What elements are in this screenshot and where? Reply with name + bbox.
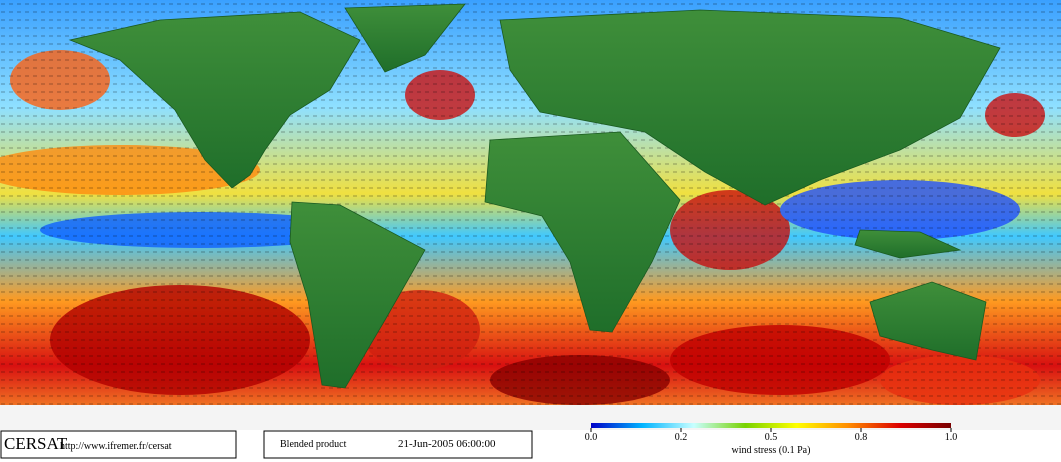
colorbar-label: wind stress (0.1 Pa)	[732, 445, 811, 456]
north-america	[68, 11, 361, 189]
colorbar-tick-label: 1.0	[945, 432, 958, 443]
continents	[68, 3, 1001, 389]
africa	[484, 131, 681, 333]
colorbar-tick-label: 0.2	[675, 432, 688, 443]
product-box	[263, 430, 533, 459]
url: http://www.ifremer.fr/cersat	[60, 441, 172, 452]
greenland	[344, 3, 466, 73]
product: Blended product	[280, 439, 347, 450]
eurasia	[499, 9, 1001, 206]
colorbar-tick-label: 0.5	[765, 432, 778, 443]
date: 21-Jun-2005 06:00:00	[398, 438, 496, 450]
indonesia	[854, 229, 962, 259]
colorbar-tick-label: 0.8	[855, 432, 868, 443]
colorbar	[591, 423, 951, 428]
australia	[869, 281, 987, 361]
logo: CERSAT	[4, 434, 68, 453]
colorbar-tick-label: 0.0	[585, 432, 598, 443]
map	[0, 0, 1061, 430]
logo-box	[0, 430, 237, 459]
south-america	[289, 201, 426, 389]
